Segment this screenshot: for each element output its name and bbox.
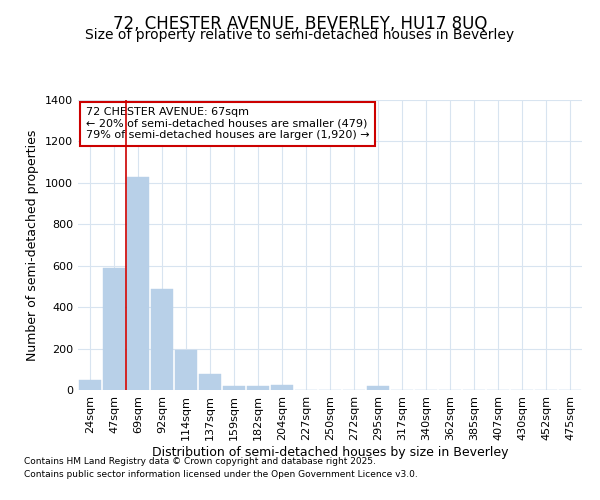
Bar — [127, 176, 149, 390]
Bar — [199, 374, 221, 390]
Bar — [103, 268, 125, 390]
Bar — [367, 386, 389, 390]
Bar — [247, 386, 269, 390]
X-axis label: Distribution of semi-detached houses by size in Beverley: Distribution of semi-detached houses by … — [152, 446, 508, 458]
Bar — [79, 380, 101, 390]
Text: Contains public sector information licensed under the Open Government Licence v3: Contains public sector information licen… — [24, 470, 418, 479]
Bar — [175, 350, 197, 390]
Text: Contains HM Land Registry data © Crown copyright and database right 2025.: Contains HM Land Registry data © Crown c… — [24, 458, 376, 466]
Text: 72, CHESTER AVENUE, BEVERLEY, HU17 8UQ: 72, CHESTER AVENUE, BEVERLEY, HU17 8UQ — [113, 15, 487, 33]
Text: Size of property relative to semi-detached houses in Beverley: Size of property relative to semi-detach… — [85, 28, 515, 42]
Text: 72 CHESTER AVENUE: 67sqm
← 20% of semi-detached houses are smaller (479)
79% of : 72 CHESTER AVENUE: 67sqm ← 20% of semi-d… — [86, 108, 369, 140]
Y-axis label: Number of semi-detached properties: Number of semi-detached properties — [26, 130, 40, 360]
Bar — [271, 385, 293, 390]
Bar — [151, 288, 173, 390]
Bar — [223, 386, 245, 390]
